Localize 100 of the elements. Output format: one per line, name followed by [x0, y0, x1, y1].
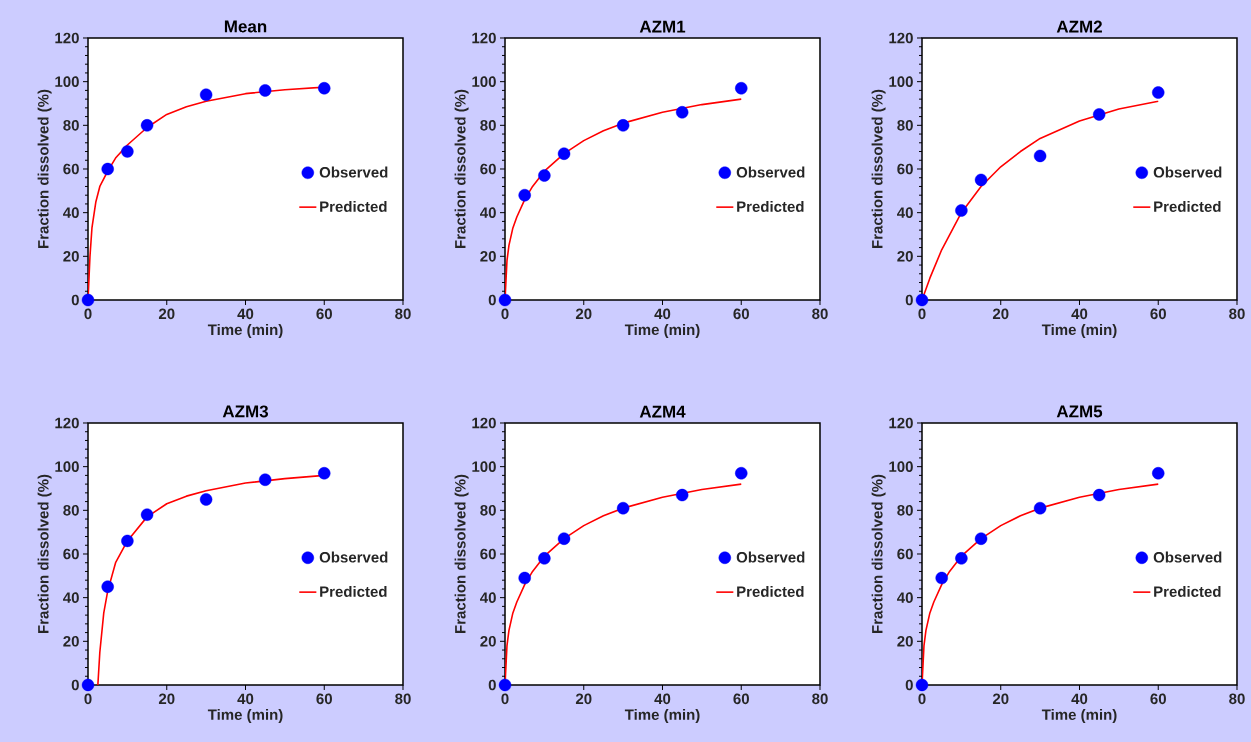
legend-label: Observed: [736, 166, 805, 178]
y-tick-label: 40: [480, 592, 496, 603]
point: [915, 293, 929, 307]
x-tick-label: 20: [158, 308, 175, 320]
x-tick-label: 20: [575, 308, 592, 320]
legend-label: Predicted: [737, 200, 804, 212]
y-tick-label: 60: [897, 548, 913, 560]
y-axis-title: Fraction dissolved (%): [871, 89, 886, 248]
y-tick-label: 100: [889, 76, 913, 87]
point: [101, 580, 114, 593]
y-tick-label: 0: [905, 294, 913, 306]
legend-label: Predicted: [737, 585, 804, 597]
point: [318, 82, 331, 95]
chart-title: AZM2: [1056, 20, 1102, 33]
x-tick-label: 60: [316, 693, 332, 705]
point: [538, 552, 551, 565]
x-tick-label: 80: [1229, 308, 1245, 320]
y-tick-label: 20: [480, 251, 496, 262]
point: [140, 508, 154, 521]
point: [81, 678, 95, 692]
point: [974, 532, 988, 545]
point: [199, 493, 213, 506]
y-tick-label: 120: [55, 32, 79, 44]
chart-title: AZM4: [639, 405, 686, 418]
y-tick-label: 60: [480, 163, 496, 175]
y-tick-label: 120: [889, 417, 913, 429]
x-tick-label: 0: [918, 693, 926, 705]
x-tick-label: 0: [918, 308, 926, 320]
y-tick-label: 80: [63, 120, 79, 131]
y-tick-label: 60: [897, 163, 913, 175]
y-tick-label: 0: [905, 679, 913, 691]
x-tick-label: 80: [1229, 693, 1245, 705]
x-tick-label: 80: [395, 308, 411, 320]
y-tick-label: 60: [480, 548, 496, 560]
chart-title: Mean: [224, 20, 267, 33]
y-tick-label: 100: [889, 461, 913, 472]
point: [675, 106, 689, 119]
x-axis-title: Time (min): [624, 324, 700, 338]
point: [1033, 501, 1047, 515]
x-tick-label: 60: [316, 308, 332, 320]
point: [199, 88, 213, 101]
y-tick-label: 40: [480, 207, 496, 218]
x-tick-label: 40: [237, 308, 254, 320]
point: [735, 467, 748, 480]
point: [121, 145, 134, 158]
y-axis-title: Fraction dissolved (%): [871, 474, 886, 633]
point: [498, 678, 512, 692]
x-axis-title: Time (min): [1041, 324, 1117, 338]
point: [538, 169, 551, 182]
y-tick-label: 0: [488, 679, 496, 691]
x-tick-label: 60: [733, 308, 749, 320]
y-tick-label: 100: [55, 76, 79, 87]
y-tick-label: 80: [897, 120, 913, 131]
y-tick-label: 120: [55, 417, 79, 429]
x-tick-label: 20: [575, 693, 592, 705]
y-axis-title: Fraction dissolved (%): [37, 89, 52, 248]
y-tick-label: 20: [480, 636, 496, 647]
legend-label: Observed: [736, 551, 805, 563]
legend-label: Predicted: [320, 200, 387, 212]
y-tick-label: 100: [472, 76, 496, 87]
x-tick-label: 80: [812, 693, 828, 705]
chart-title: AZM3: [222, 405, 269, 418]
point: [498, 293, 512, 307]
point: [557, 147, 571, 160]
y-tick-label: 0: [71, 294, 79, 306]
x-tick-label: 60: [1150, 308, 1166, 320]
x-tick-label: 80: [812, 308, 828, 320]
y-tick-label: 20: [897, 636, 913, 647]
legend-label: Observed: [1153, 551, 1222, 563]
x-tick-label: 20: [158, 693, 175, 705]
legend-label: Predicted: [1154, 585, 1221, 597]
point: [616, 119, 630, 132]
point: [1092, 108, 1106, 121]
y-tick-label: 60: [63, 163, 79, 175]
x-tick-label: 40: [237, 693, 254, 705]
x-tick-label: 0: [84, 693, 92, 705]
y-tick-label: 80: [480, 120, 496, 131]
legend-label: Predicted: [320, 585, 387, 597]
point: [675, 488, 689, 502]
point: [955, 204, 968, 217]
legend-label: Observed: [1153, 166, 1222, 178]
y-tick-label: 80: [63, 505, 79, 516]
y-axis-title: Fraction dissolved (%): [454, 474, 469, 633]
point: [974, 173, 988, 187]
point: [735, 82, 748, 95]
y-tick-label: 120: [472, 417, 496, 429]
y-tick-label: 120: [472, 32, 496, 44]
y-tick-label: 0: [71, 679, 79, 691]
point: [101, 162, 114, 176]
chart-title: AZM5: [1056, 405, 1103, 418]
x-tick-label: 80: [395, 693, 411, 705]
legend-label: Observed: [319, 551, 388, 563]
y-tick-label: 100: [55, 461, 79, 472]
y-tick-label: 100: [472, 461, 496, 472]
y-tick-label: 60: [63, 548, 79, 560]
point: [1033, 149, 1047, 163]
y-tick-label: 40: [897, 207, 913, 218]
x-axis-title: Time (min): [207, 324, 283, 338]
x-tick-label: 20: [992, 308, 1009, 320]
x-axis-title: Time (min): [207, 709, 283, 723]
